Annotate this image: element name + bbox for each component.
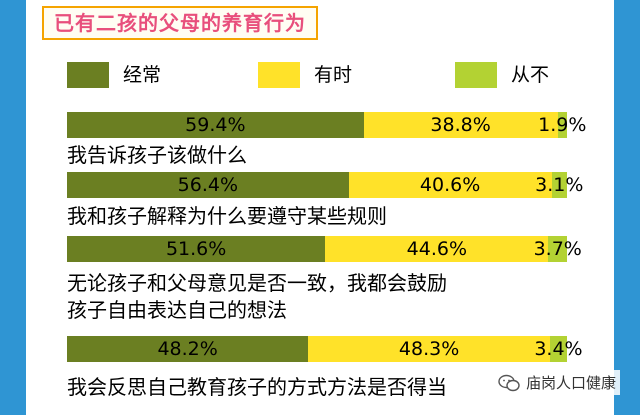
bar-row-3: 51.6% 44.6% 3.7% [67, 236, 582, 262]
row-label-1: 我告诉孩子该做什么 [67, 143, 247, 167]
bar-row-1: 59.4% 38.8% 1.9% [67, 112, 587, 138]
bar-row-2: 56.4% 40.6% 3.1% [67, 172, 584, 198]
bar-segment: 48.2% [67, 336, 309, 362]
watermark: 庙岗人口健康 [493, 370, 620, 395]
bar-segment: 40.6% [348, 172, 552, 198]
bar-segment: 3.4% [534, 336, 583, 362]
wechat-icon [498, 374, 520, 391]
watermark-text: 庙岗人口健康 [525, 374, 616, 392]
row-label-2: 我和孩子解释为什么要遵守某些规则 [67, 204, 387, 228]
row-label-3b: 孩子自由表达自己的想法 [67, 298, 287, 322]
legend-label-sometimes: 有时 [314, 64, 353, 86]
left-blue-border [0, 0, 26, 415]
bar-segment: 59.4% [67, 112, 364, 138]
chart-title: 已有二孩的父母的养育行为 [42, 6, 318, 40]
legend-swatch-often [67, 62, 109, 88]
bar-row-4: 48.2% 48.3% 3.4% [67, 336, 583, 362]
legend-swatch-never [455, 62, 497, 88]
bar-segment: 56.4% [67, 172, 349, 198]
row-label-4: 我会反思自己教育孩子的方式方法是否得当 [67, 375, 447, 399]
bar-segment: 48.3% [308, 336, 550, 362]
bar-segment: 1.9% [538, 112, 587, 138]
bar-segment: 51.6% [67, 236, 326, 262]
legend-swatch-sometimes [258, 62, 300, 88]
bar-segment: 38.8% [363, 112, 558, 138]
legend-label-often: 经常 [123, 64, 162, 86]
bar-segment: 3.7% [533, 236, 582, 262]
bar-segment: 3.1% [535, 172, 584, 198]
bar-segment: 44.6% [325, 236, 549, 262]
row-label-3a: 无论孩子和父母意见是否一致，我都会鼓励 [67, 271, 447, 295]
right-blue-border [614, 0, 640, 415]
legend-label-never: 从不 [511, 64, 550, 86]
